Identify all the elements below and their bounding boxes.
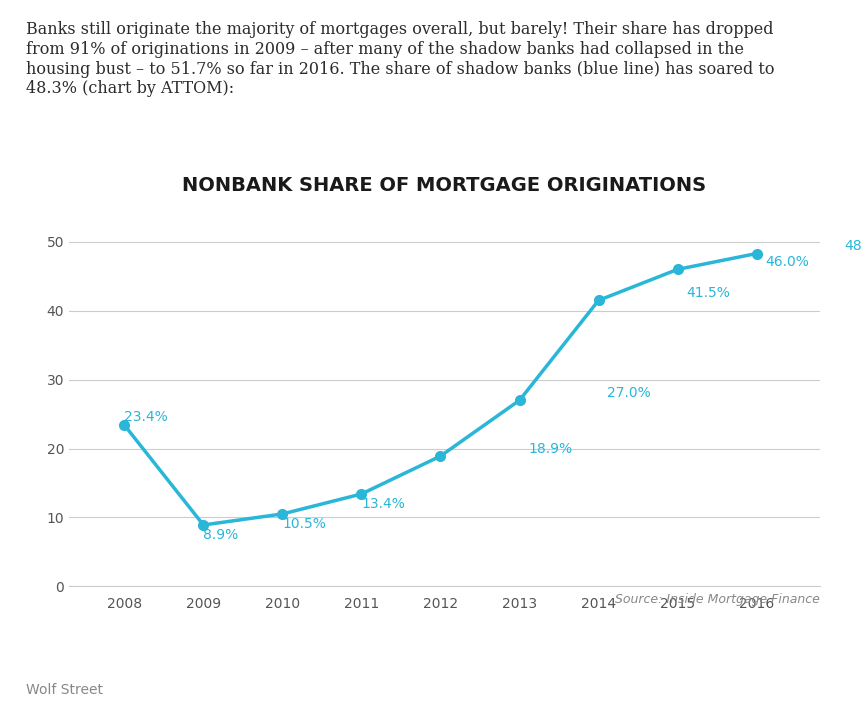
Text: 23.4%: 23.4% [124, 410, 168, 423]
Text: 8.9%: 8.9% [204, 528, 239, 542]
Text: 27.0%: 27.0% [608, 386, 651, 400]
Text: 10.5%: 10.5% [282, 517, 326, 531]
Text: 48.3%: 48.3% [844, 239, 863, 253]
Text: NONBANK SHARE OF MORTGAGE ORIGINATIONS: NONBANK SHARE OF MORTGAGE ORIGINATIONS [182, 177, 707, 195]
Text: 41.5%: 41.5% [686, 286, 730, 300]
Text: 13.4%: 13.4% [362, 497, 406, 511]
Text: Wolf Street: Wolf Street [26, 683, 103, 697]
Text: Source: Inside Mortgage Finance: Source: Inside Mortgage Finance [615, 593, 820, 606]
Text: 46.0%: 46.0% [765, 255, 809, 269]
Text: 18.9%: 18.9% [528, 442, 572, 455]
Text: Banks still originate the majority of mortgages overall, but barely! Their share: Banks still originate the majority of mo… [26, 21, 774, 97]
